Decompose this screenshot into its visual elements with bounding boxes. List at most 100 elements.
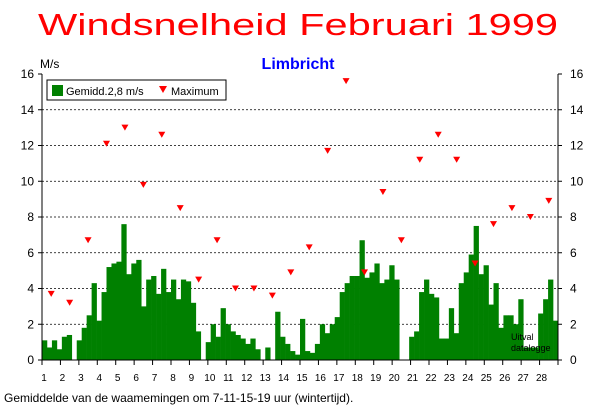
bar xyxy=(379,283,385,360)
bar xyxy=(210,324,216,360)
bar xyxy=(304,351,311,360)
maximum-marker xyxy=(287,269,295,276)
bar xyxy=(419,292,425,360)
bar xyxy=(56,349,63,360)
maximum-marker xyxy=(490,221,497,228)
bar xyxy=(280,336,286,360)
x-tick-label: 17 xyxy=(333,373,345,384)
x-tick-label: 28 xyxy=(536,373,548,384)
bar xyxy=(295,354,301,360)
bar xyxy=(235,334,241,360)
y-tick-label: 8 xyxy=(570,210,577,224)
bar xyxy=(86,315,92,360)
maximum-marker xyxy=(545,197,553,204)
bar xyxy=(275,311,281,360)
bar xyxy=(508,315,514,360)
bar xyxy=(190,302,197,360)
x-tick-label: 24 xyxy=(462,373,474,384)
bar xyxy=(96,320,102,360)
bar xyxy=(389,265,395,360)
bar xyxy=(136,259,142,360)
x-tick-label: 11 xyxy=(223,373,234,384)
bar xyxy=(438,338,445,360)
maximum-marker xyxy=(47,290,55,297)
bar xyxy=(548,279,554,360)
bar xyxy=(443,338,450,360)
x-tick-label: 1 xyxy=(41,373,47,384)
annotation-line-1: Uitval xyxy=(511,332,534,342)
x-tick-label: 12 xyxy=(241,373,253,384)
bar xyxy=(116,261,122,360)
bar xyxy=(61,336,68,360)
bar xyxy=(131,263,137,360)
y-tick-label: 16 xyxy=(21,67,35,81)
y-tick-label: 0 xyxy=(570,353,577,367)
bar xyxy=(175,299,182,360)
y-tick-label: 12 xyxy=(570,139,584,153)
bar xyxy=(195,331,202,360)
bar xyxy=(215,336,221,360)
bar xyxy=(51,340,58,360)
bar xyxy=(185,281,192,360)
x-tick-label: 20 xyxy=(389,373,401,384)
x-tick-labels: 1 2 3 4 5 6 7 8 9 10 11 12 13 14 15 16 17 18 19 20 21 22 23 24 2… xyxy=(41,373,547,384)
bar xyxy=(161,268,167,360)
bar xyxy=(543,299,549,360)
bar xyxy=(106,267,112,360)
footnote: Gemiddelde van de waamemingen om 7-11-15… xyxy=(4,391,353,405)
maximum-marker xyxy=(66,299,74,306)
bar xyxy=(339,292,345,360)
bar xyxy=(384,279,390,360)
y-tick-label: 10 xyxy=(570,174,584,188)
bar xyxy=(205,342,211,361)
x-tick-label: 6 xyxy=(133,373,139,384)
bars-series xyxy=(42,224,559,361)
bar xyxy=(528,347,534,360)
bar xyxy=(230,331,236,360)
x-tick-label: 26 xyxy=(499,373,511,384)
maximum-marker xyxy=(158,131,166,138)
maximum-marker xyxy=(250,285,258,292)
bar xyxy=(76,340,82,360)
bar xyxy=(468,254,474,360)
maximum-marker xyxy=(508,205,516,212)
maximum-marker xyxy=(324,147,332,154)
maximum-marker xyxy=(103,140,110,147)
x-tick-label: 18 xyxy=(352,373,364,384)
bar xyxy=(424,279,430,360)
bar xyxy=(414,331,420,360)
x-tick-label: 21 xyxy=(407,373,419,384)
y-tick-label: 0 xyxy=(27,353,34,367)
x-tick-label: 2 xyxy=(60,373,66,384)
bar xyxy=(141,306,147,361)
y-tick-label: 12 xyxy=(21,139,35,153)
bar xyxy=(553,320,559,360)
bar xyxy=(473,225,479,360)
legend: Gemidd.2,8 m/s Maximum xyxy=(46,79,227,101)
bar xyxy=(156,293,162,360)
maximum-marker xyxy=(342,78,350,85)
bar xyxy=(309,352,316,360)
y-tick-label: 2 xyxy=(570,317,577,331)
x-tick-label: 3 xyxy=(78,373,84,384)
bar xyxy=(429,293,435,360)
bar xyxy=(359,240,365,360)
bar xyxy=(538,313,544,360)
maximum-series xyxy=(47,78,553,306)
x-tick-label: 25 xyxy=(481,373,493,384)
bar xyxy=(463,272,469,360)
bar xyxy=(250,338,256,360)
bar xyxy=(300,318,306,360)
chart-subtitle: Limbricht xyxy=(262,56,336,73)
bar xyxy=(523,347,529,360)
maximum-marker xyxy=(434,131,442,138)
bar xyxy=(171,279,177,360)
y-tick-label: 14 xyxy=(21,103,35,117)
bar xyxy=(314,343,321,360)
bar xyxy=(46,347,53,360)
maximum-marker xyxy=(268,292,276,299)
bar xyxy=(151,275,157,360)
maximum-marker xyxy=(471,260,479,267)
bar xyxy=(478,274,484,360)
x-tick-label: 4 xyxy=(97,373,103,384)
